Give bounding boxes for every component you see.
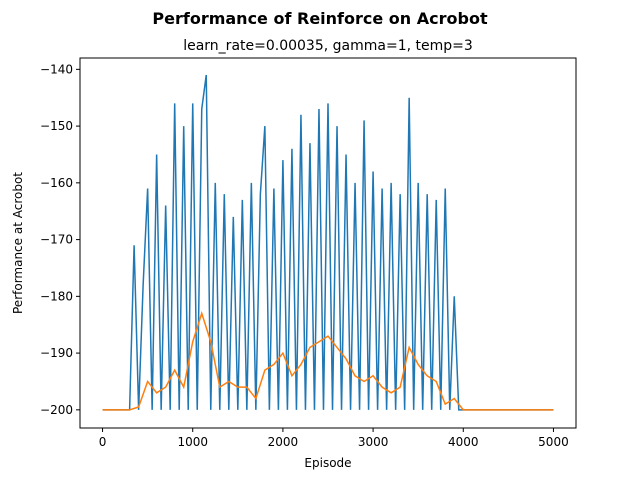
plot-frame — [79, 57, 577, 429]
line-series — [102, 74, 554, 411]
x-tick-label: 2000 — [268, 435, 299, 449]
y-tick-label: −190 — [40, 346, 73, 360]
y-tick-label: −160 — [40, 176, 73, 190]
chart-title: Performance of Reinforce on Acrobot — [152, 9, 488, 28]
x-tick-label: 3000 — [358, 435, 389, 449]
x-axis-label: Episode — [304, 456, 351, 470]
y-tick-label: −140 — [40, 62, 73, 76]
x-tick-label: 0 — [99, 435, 107, 449]
x-tick-label: 5000 — [538, 435, 569, 449]
y-tick-label: −170 — [40, 233, 73, 247]
y-tick-label: −150 — [40, 119, 73, 133]
x-tick-label: 1000 — [177, 435, 208, 449]
y-axis-label: Performance at Acrobot — [11, 172, 25, 314]
chart-subtitle: learn_rate=0.00035, gamma=1, temp=3 — [183, 38, 473, 54]
y-tick-label: −180 — [40, 289, 73, 303]
x-tick-label: 4000 — [448, 435, 479, 449]
y-tick-label: −200 — [40, 403, 73, 417]
line-series — [102, 310, 554, 411]
